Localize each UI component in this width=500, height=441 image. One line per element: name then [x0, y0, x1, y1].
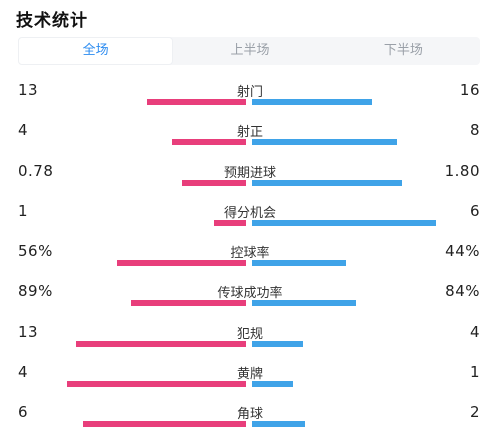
away-bar	[252, 219, 436, 226]
away-value: 8	[469, 121, 480, 140]
home-bar	[182, 179, 246, 186]
stat-row: 1 得分机会 6	[0, 199, 500, 239]
away-value: 84%	[445, 282, 480, 301]
home-value: 4	[18, 121, 29, 140]
stat-row: 89% 传球成功率 84%	[0, 279, 500, 319]
home-bar	[67, 381, 246, 388]
home-value: 1	[18, 201, 29, 220]
home-value: 6	[18, 403, 29, 422]
stat-label: 控球率	[230, 246, 270, 262]
section-title: 技术统计	[16, 11, 88, 31]
home-value: 0.78	[18, 161, 54, 180]
home-bar	[131, 300, 246, 307]
home-value: 89%	[18, 282, 53, 301]
stat-label: 射正	[236, 125, 264, 141]
away-value: 16	[459, 81, 480, 99]
home-value: 56%	[18, 242, 53, 261]
away-bar	[252, 300, 356, 307]
home-bar	[117, 260, 246, 267]
away-bar	[252, 260, 346, 267]
period-tabs: 全场 上半场 下半场	[18, 37, 480, 65]
home-bar	[76, 340, 246, 347]
stat-label: 黄牌	[236, 367, 264, 383]
away-value: 4	[469, 322, 480, 341]
away-bar	[252, 421, 305, 428]
stats-list: 13 射门 16 4 射正 8 0.78 预期进球 1.80 1 得分机会 6 …	[0, 78, 500, 441]
stat-label: 角球	[236, 407, 264, 423]
away-bar	[252, 179, 402, 186]
stat-row: 13 犯规 4	[0, 320, 500, 360]
home-value: 13	[18, 322, 39, 341]
away-value: 6	[469, 201, 480, 220]
stat-row: 4 黄牌 1	[0, 360, 500, 400]
away-bar	[252, 381, 293, 388]
stat-label: 犯规	[236, 326, 264, 342]
away-value: 44%	[445, 242, 480, 261]
tab-second-half[interactable]: 下半场	[383, 43, 423, 58]
home-value: 13	[18, 81, 39, 99]
stat-row: 0.78 预期进球 1.80	[0, 159, 500, 199]
away-value: 1	[469, 363, 480, 382]
away-bar	[252, 99, 372, 105]
away-value: 1.80	[444, 161, 480, 180]
home-bar	[83, 421, 246, 428]
stat-label: 射门	[236, 85, 264, 100]
tab-full-match[interactable]: 全场	[18, 37, 174, 65]
home-bar	[214, 219, 246, 226]
stat-row: 4 射正 8	[0, 118, 500, 158]
tab-first-half[interactable]: 上半场	[230, 43, 270, 58]
stat-row: 13 射门 16	[0, 78, 500, 118]
away-bar	[252, 340, 303, 347]
stat-label: 传球成功率	[217, 286, 283, 302]
stat-label: 得分机会	[223, 205, 277, 221]
away-value: 2	[469, 403, 480, 422]
stat-row: 6 角球 2	[0, 400, 500, 440]
home-value: 4	[18, 363, 29, 382]
home-bar	[147, 99, 246, 105]
home-bar	[172, 139, 246, 146]
stat-row: 56% 控球率 44%	[0, 239, 500, 279]
stat-label: 预期进球	[223, 165, 277, 181]
away-bar	[252, 139, 397, 146]
